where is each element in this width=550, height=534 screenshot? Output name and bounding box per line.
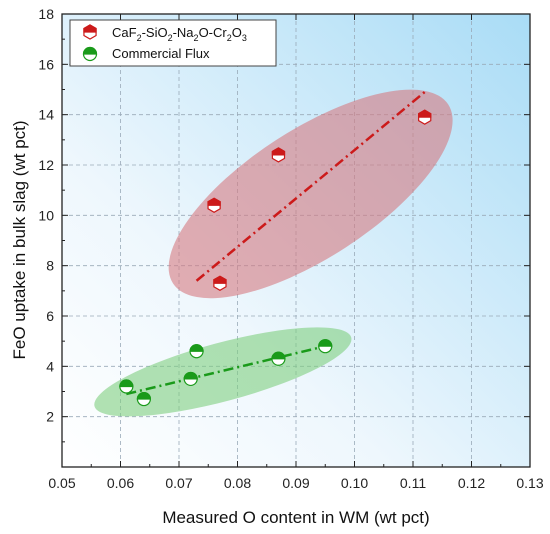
fit-lines xyxy=(126,91,426,396)
y-axis-ticks: 2 4 6 8 10 12 14 16 18 xyxy=(38,6,530,443)
y-tick-label: 10 xyxy=(38,207,54,223)
data-points xyxy=(119,109,432,407)
x-tick-label: 0.09 xyxy=(282,475,309,491)
y-tick-label: 6 xyxy=(46,308,54,324)
data-point-series-1 xyxy=(271,147,286,163)
x-axis-title: Measured O content in WM (wt pct) xyxy=(162,508,429,527)
y-tick-label: 2 xyxy=(46,409,54,425)
y-tick-label: 14 xyxy=(38,107,54,123)
y-tick-label: 18 xyxy=(38,6,54,22)
data-point-series-1 xyxy=(213,275,227,291)
legend-marker-hexagon xyxy=(83,24,97,40)
data-point-series-2 xyxy=(136,391,152,407)
x-axis-ticks: 0.05 0.06 0.07 0.08 0.09 0.10 0.11 0.12 0.13 xyxy=(48,14,544,491)
data-point-series-2 xyxy=(271,351,286,366)
legend-label-series-1: CaF2-SiO2-Na2O-Cr2O3 xyxy=(112,25,247,43)
y-tick-label: 4 xyxy=(46,358,54,374)
data-point-series-1 xyxy=(418,109,432,125)
x-tick-label: 0.12 xyxy=(458,475,485,491)
legend-label-series-2: Commercial Flux xyxy=(112,46,210,61)
y-tick-label: 12 xyxy=(38,157,54,173)
data-point-series-2 xyxy=(318,339,333,354)
x-tick-label: 0.07 xyxy=(165,475,192,491)
y-axis-title: FeO uptake in bulk slag (wt pct) xyxy=(10,120,29,359)
data-point-series-2 xyxy=(183,371,198,387)
hexagon-half-marker xyxy=(83,24,97,40)
fit-line xyxy=(126,344,326,396)
y-tick-label: 16 xyxy=(38,56,54,72)
y-tick-label: 8 xyxy=(46,258,54,274)
data-point-series-1 xyxy=(207,197,221,213)
x-tick-label: 0.05 xyxy=(48,475,75,491)
group-ellipse xyxy=(94,327,352,417)
x-tick-label: 0.11 xyxy=(400,475,426,491)
data-point-series-2 xyxy=(119,379,134,394)
data-point-series-2 xyxy=(189,344,204,359)
legend-marker-circle xyxy=(82,46,98,62)
x-tick-label: 0.08 xyxy=(224,475,251,491)
x-tick-label: 0.10 xyxy=(341,475,368,491)
legend: CaF2-SiO2-Na2O-Cr2O3 Commercial Flux xyxy=(69,19,277,67)
legend-box xyxy=(69,19,277,67)
x-tick-label: 0.13 xyxy=(516,475,543,491)
circle-half-marker xyxy=(82,46,98,62)
fit-line xyxy=(195,91,426,282)
x-tick-label: 0.06 xyxy=(107,475,134,491)
